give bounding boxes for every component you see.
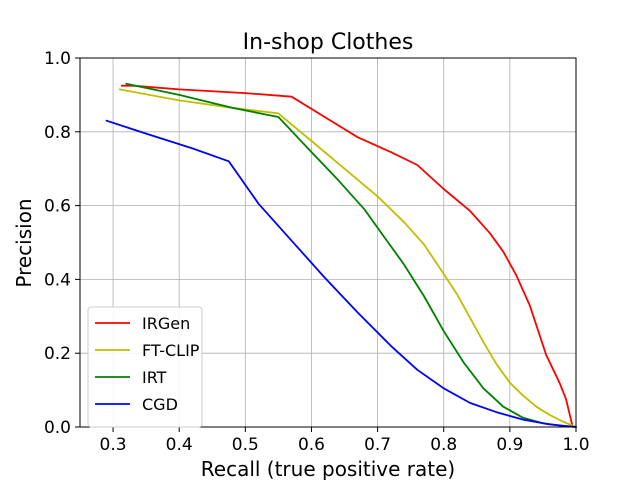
x-tick-label: 1.0 [562,435,589,455]
series-line-cgd [105,119,577,428]
chart-title: In-shop Clothes [243,30,414,55]
y-tick-label: 0.8 [44,123,71,143]
x-tick-label: 0.4 [166,435,193,455]
x-tick-label: 0.3 [100,435,127,455]
y-tick-label: 0.6 [44,197,71,217]
y-tick-label: 1.0 [44,49,71,69]
x-tick-label: 0.9 [496,435,523,455]
ticks: 0.3 0.4 0.5 0.6 0.7 0.8 0.9 1.0 0.0 0.2 0.4 0.6 0.8 1… [44,49,590,455]
legend-label-cgd: CGD [142,395,178,414]
plot-frame [79,57,577,428]
series-group [105,82,577,428]
legend-box [87,306,203,428]
series-line-irt [125,82,577,428]
y-tick-label: 0.2 [44,344,71,364]
y-tick-label: 0.4 [44,270,71,290]
legend: IRGen FT-CLIP IRT CGD [87,306,203,428]
x-tick-label: 0.8 [430,435,457,455]
x-tick-label: 0.6 [298,435,325,455]
y-tick-label: 0.0 [44,418,71,438]
legend-label-irgen: IRGen [142,314,190,333]
x-tick-label: 0.7 [364,435,391,455]
y-axis-label: Precision [12,198,36,287]
x-axis-label: Recall (true positive rate) [201,457,455,480]
x-tick-label: 0.5 [232,435,259,455]
series-line-ft-clip [118,88,577,428]
series-line-irgen [120,84,574,428]
legend-label-ft-clip: FT-CLIP [142,341,200,360]
legend-label-irt: IRT [142,368,167,387]
